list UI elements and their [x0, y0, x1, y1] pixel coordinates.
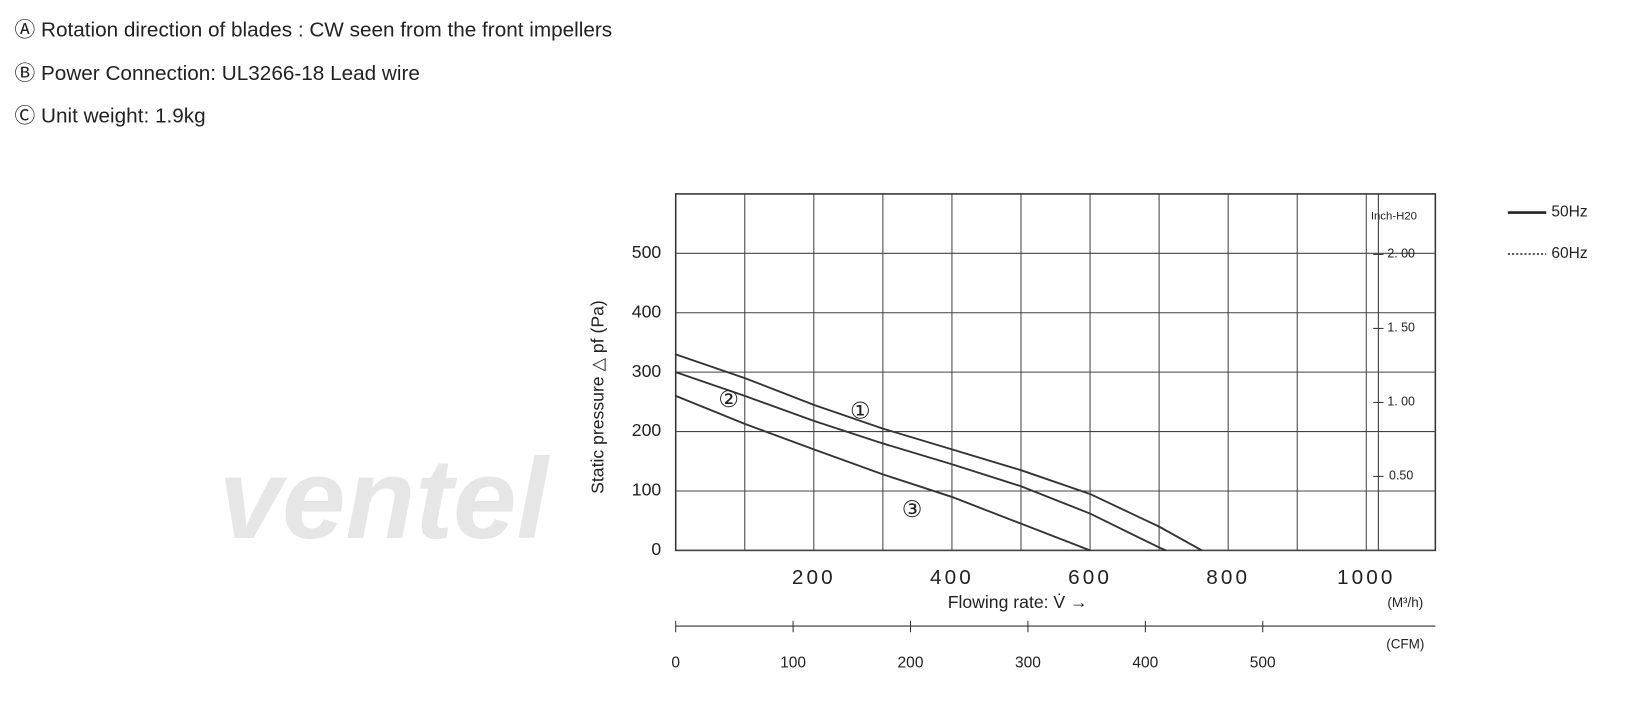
- y-tick-label: 100: [632, 480, 662, 500]
- curve-label: ①: [850, 398, 870, 424]
- note: Ⓒ Unit weight: 1.9kg: [15, 105, 206, 128]
- y-tick-label: 0: [651, 539, 661, 559]
- watermark: ventel: [219, 436, 551, 563]
- note: Ⓑ Power Connection: UL3266-18 Lead wire: [15, 62, 420, 85]
- y2-tick-label: 1. 50: [1387, 321, 1415, 335]
- y2-tick-label: 1. 00: [1387, 395, 1415, 409]
- y-tick-label: 200: [632, 420, 662, 440]
- x-tick-label: 400: [930, 566, 974, 589]
- y2-unit: Inch-H20: [1371, 211, 1417, 223]
- curve-label: ②: [718, 386, 738, 412]
- x2-tick-label: 500: [1250, 654, 1276, 671]
- x2-tick-label: 100: [780, 654, 806, 671]
- x-tick-label: 200: [792, 566, 836, 589]
- y-tick-label: 300: [632, 361, 662, 381]
- x2-tick-label: 0: [671, 654, 680, 671]
- x-tick-label: 800: [1206, 566, 1250, 589]
- curve-label: ③: [902, 496, 922, 522]
- x-unit: (M³/h): [1387, 595, 1423, 610]
- x-tick-label: 600: [1068, 566, 1112, 589]
- curve: [675, 353, 1203, 552]
- y-axis-label: Static pressure △ pf (Pa): [588, 300, 608, 494]
- y2-tick-label: 2. 00: [1387, 247, 1415, 261]
- y-tick-label: 400: [632, 301, 662, 321]
- x2-tick-label: 300: [1015, 654, 1041, 671]
- x2-tick-label: 400: [1132, 654, 1158, 671]
- curve: [675, 371, 1167, 552]
- note: Ⓐ Rotation direction of blades : CW seen…: [15, 19, 613, 42]
- x2-tick-label: 200: [898, 654, 924, 671]
- curve: [675, 395, 1091, 552]
- y2-tick-label: 0.50: [1389, 469, 1413, 483]
- x-axis-label: Flowing rate: V̇ →: [948, 592, 1088, 612]
- legend-label: 50Hz: [1551, 204, 1587, 221]
- x-tick-label: 1000: [1337, 566, 1396, 589]
- x2-unit: (CFM): [1386, 636, 1424, 651]
- legend-label: 60Hz: [1551, 245, 1587, 262]
- y-tick-label: 500: [632, 242, 662, 262]
